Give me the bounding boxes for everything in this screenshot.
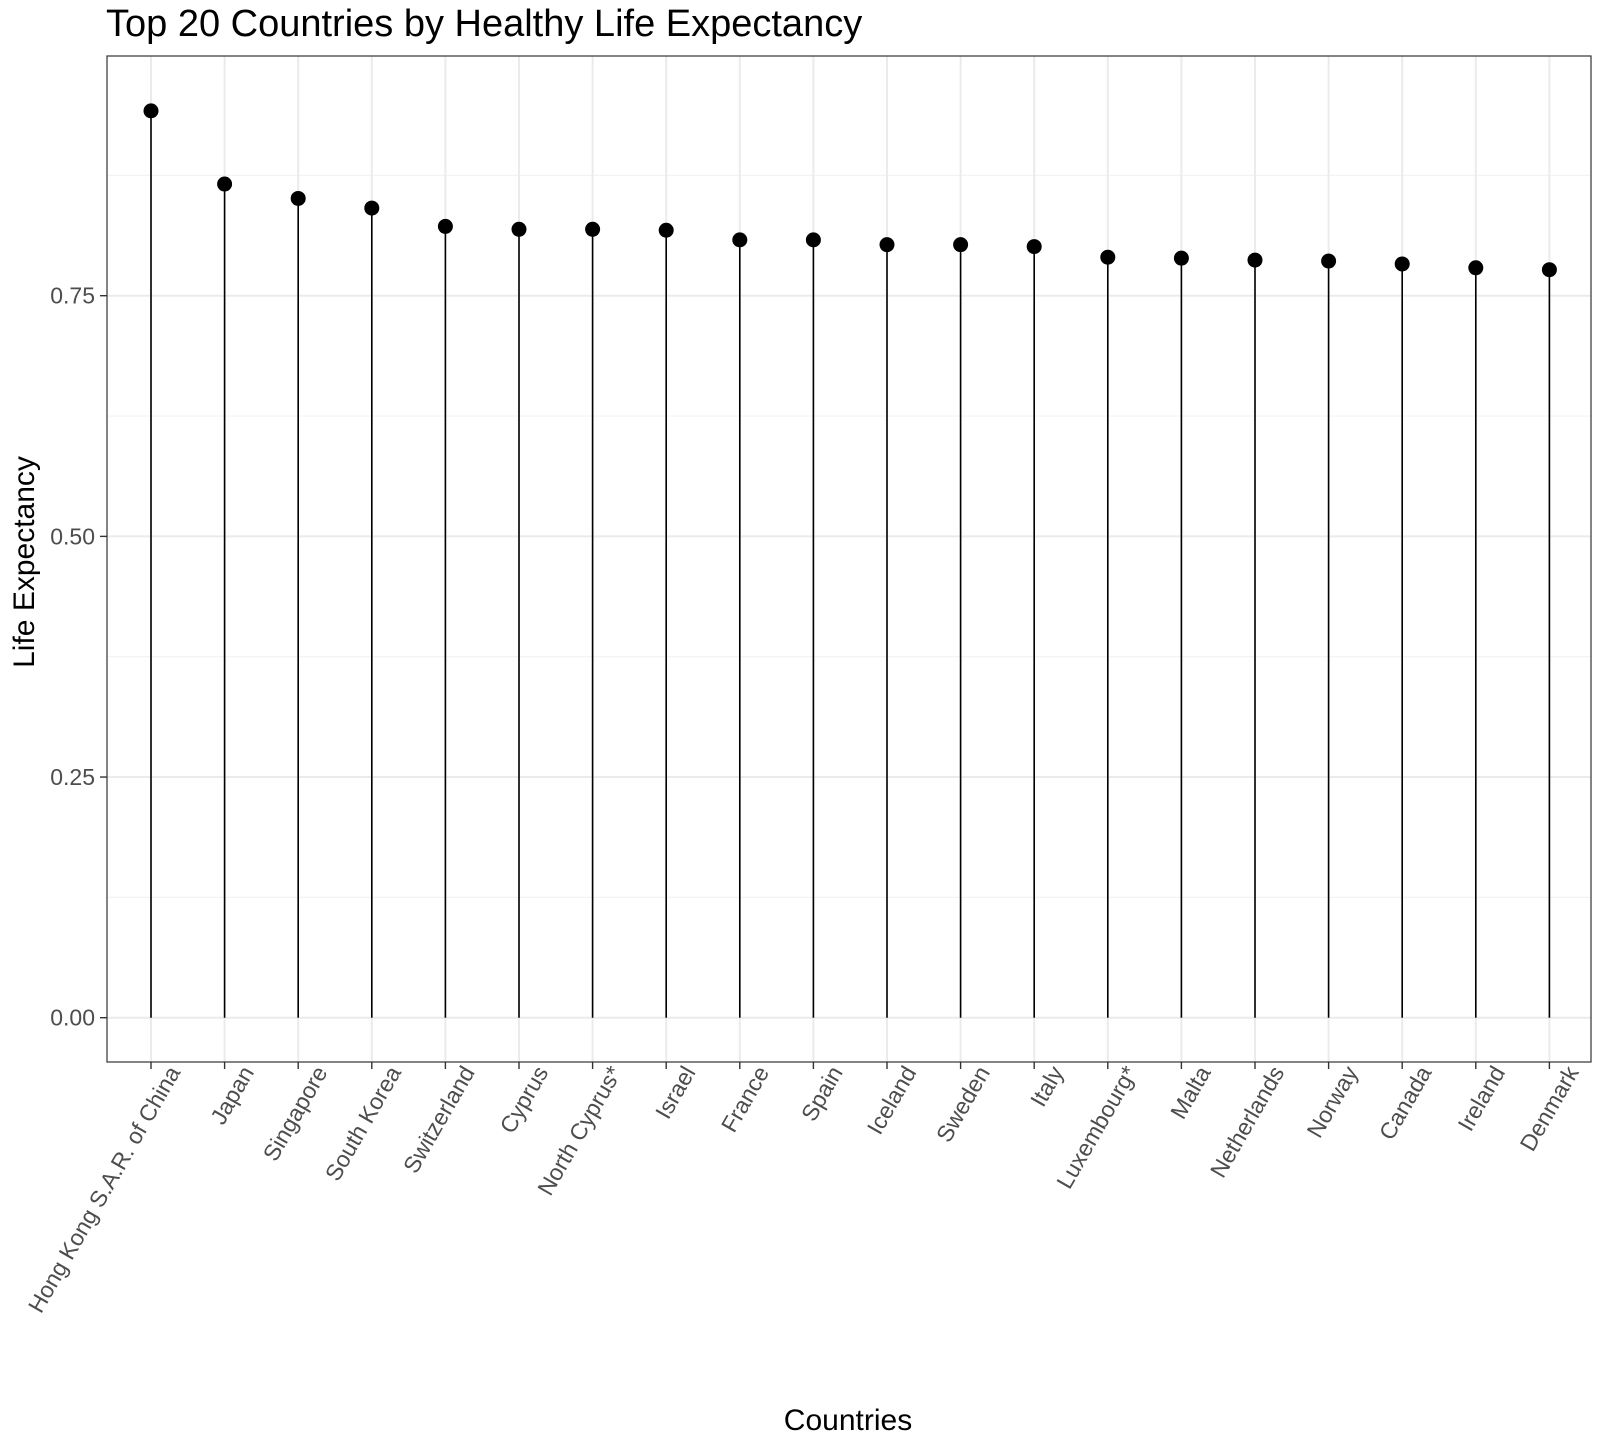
x-tick-label: Singapore <box>258 1062 333 1166</box>
x-tick-label: Norway <box>1301 1061 1363 1142</box>
y-tick-label: 0.75 <box>50 283 95 309</box>
x-tick-label: Sweden <box>931 1062 995 1147</box>
lollipop-point <box>217 176 233 192</box>
x-tick-label: Hong Kong S.A.R. of China <box>23 1061 186 1317</box>
x-tick-label: Luxembourg* <box>1051 1061 1142 1193</box>
lollipop-point <box>364 200 380 216</box>
lollipop-point <box>290 190 306 206</box>
y-axis: 0.00 0.25 0.50 0.75 <box>50 283 107 1031</box>
lollipop-point <box>732 232 748 248</box>
lollipop-point <box>1100 249 1116 265</box>
grid-lines <box>107 56 1591 1062</box>
lollipop-point <box>1541 262 1557 278</box>
lollipop-points <box>143 103 1557 278</box>
lollipop-point <box>143 103 159 119</box>
lollipop-point <box>1394 256 1410 272</box>
lollipop-point <box>1468 260 1484 276</box>
lollipop-point <box>805 232 821 248</box>
x-tick-label: France <box>716 1062 774 1137</box>
lollipop-point <box>1026 239 1042 255</box>
y-tick-label: 0.00 <box>50 1005 95 1031</box>
lollipop-point <box>1173 250 1189 266</box>
x-tick-label: South Korea <box>320 1061 407 1185</box>
lollipop-point <box>1321 253 1337 269</box>
x-tick-label: Italy <box>1025 1061 1069 1111</box>
lollipop-point <box>953 237 969 253</box>
x-tick-label: Canada <box>1374 1061 1437 1144</box>
x-axis: Hong Kong S.A.R. of China JapanSingaporeS… <box>23 1061 1584 1317</box>
plot-panel-border <box>106 55 1592 1063</box>
y-tick-label: 0.50 <box>50 523 95 549</box>
x-tick-label: Iceland <box>862 1062 922 1139</box>
x-tick-label: Spain <box>796 1062 848 1126</box>
x-tick-label: Cyprus <box>494 1062 553 1138</box>
lollipop-point <box>585 221 601 237</box>
x-tick-label: Japan <box>205 1062 259 1129</box>
x-tick-label: Ireland <box>1452 1062 1510 1136</box>
lollipop-point <box>658 222 674 238</box>
y-tick-label: 0.25 <box>50 764 95 790</box>
x-tick-label: Netherlands <box>1205 1062 1290 1182</box>
lollipop-point <box>879 237 895 253</box>
x-tick-label: Denmark <box>1515 1061 1584 1155</box>
lollipop-point <box>437 218 453 234</box>
chart-title: Top 20 Countries by Healthy Life Expecta… <box>106 3 862 45</box>
y-axis-title: Life Expectancy <box>8 456 41 668</box>
x-tick-label: Israel <box>650 1062 701 1124</box>
lollipop-point <box>1247 252 1263 268</box>
lollipop-point <box>511 221 527 237</box>
x-axis-title: Countries <box>784 1404 912 1437</box>
x-tick-label: Switzerland <box>398 1062 480 1178</box>
lollipop-stems <box>150 110 1551 1018</box>
x-tick-label: Malta <box>1165 1061 1216 1123</box>
